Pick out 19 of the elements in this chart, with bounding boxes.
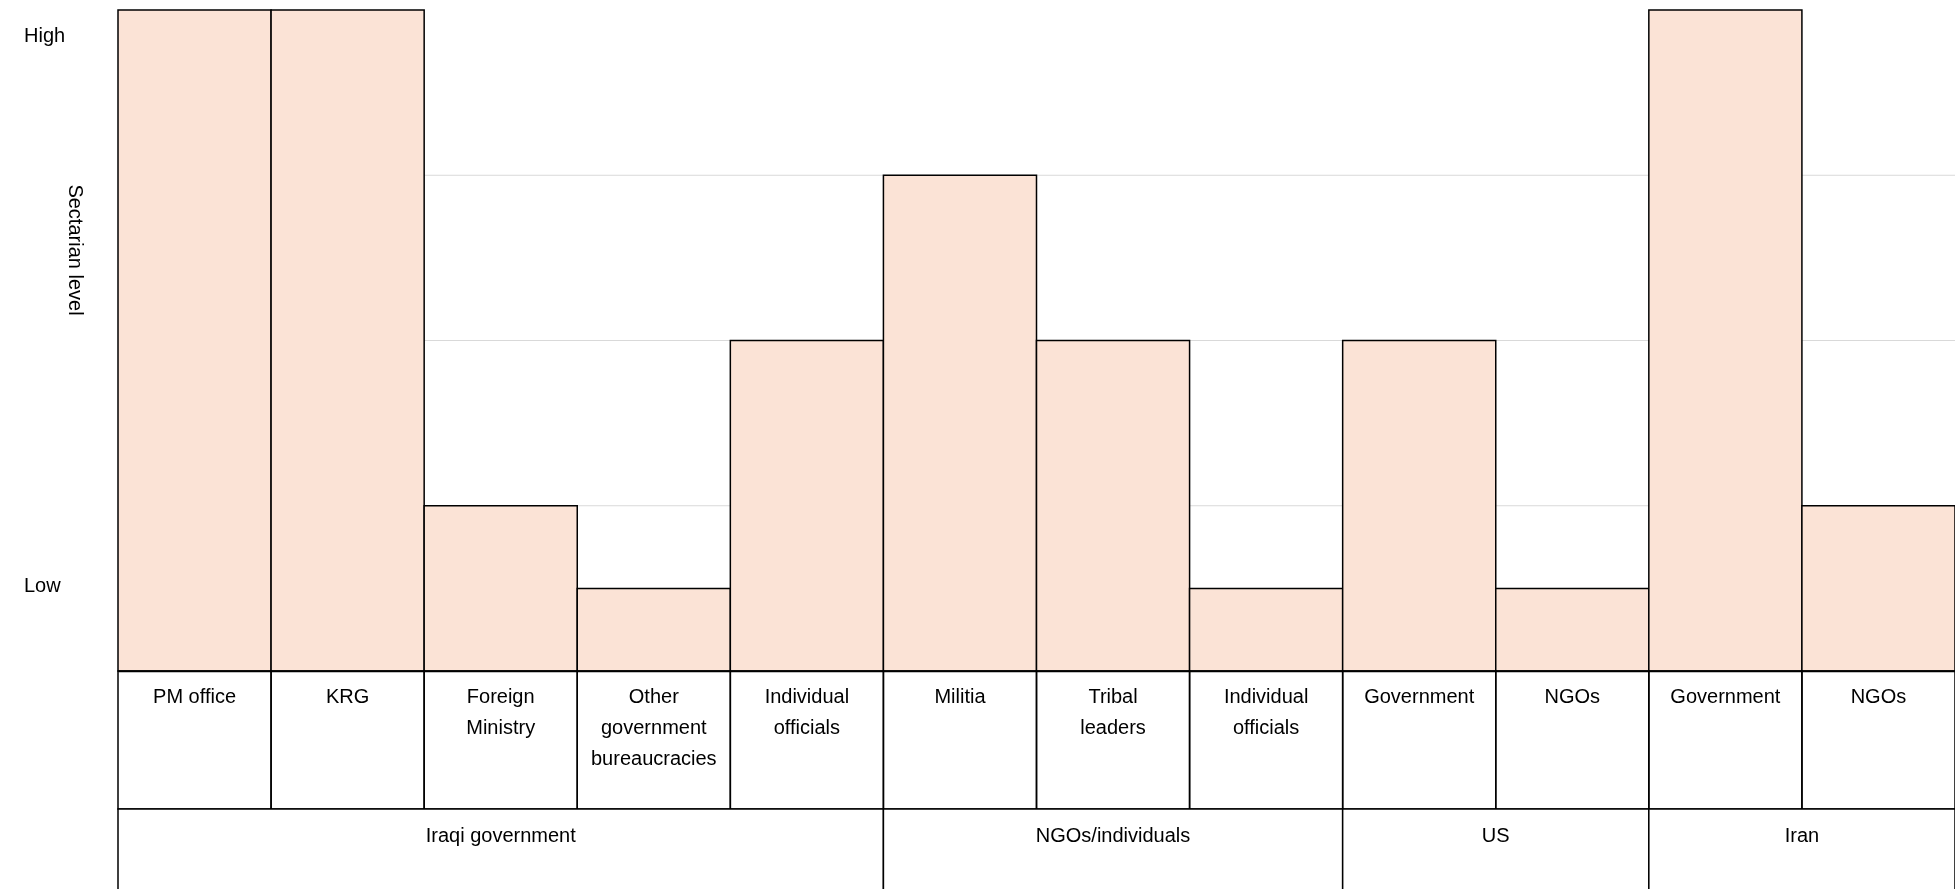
text: NGOs/individuals bbox=[1035, 824, 1191, 846]
x-tick-label: PM office bbox=[153, 684, 237, 707]
x-tick-label: Individual officials bbox=[1223, 684, 1309, 738]
x-tick-label: Government bbox=[1364, 684, 1475, 707]
text: Iraqi government bbox=[425, 824, 577, 846]
x-tick-label: Militia bbox=[934, 684, 987, 707]
x-tick-label: NGOs bbox=[1544, 684, 1601, 707]
y-axis-title: Sectarian level bbox=[65, 184, 87, 316]
x-tick-label: Tribal leaders bbox=[1080, 684, 1146, 738]
text: Iran bbox=[1784, 824, 1820, 846]
text: US bbox=[1481, 824, 1510, 846]
x-tick-label: Individual officials bbox=[764, 684, 850, 738]
text: High bbox=[24, 24, 66, 46]
text: Low bbox=[24, 574, 62, 596]
x-tick-label: Other government bureaucracies bbox=[590, 684, 717, 769]
x-tick-label: Foreign Ministry bbox=[466, 684, 536, 738]
x-tick-label: Government bbox=[1670, 684, 1781, 707]
x-tick-label: NGOs bbox=[1850, 684, 1907, 707]
x-tick-label: KRG bbox=[325, 684, 370, 707]
